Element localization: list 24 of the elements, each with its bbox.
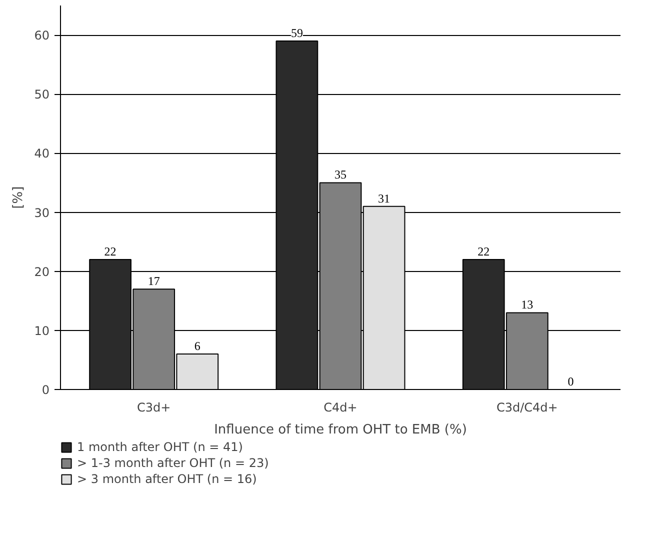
x-axis-title: Influence of time from OHT to EMB (%) [214,422,467,438]
data-label: 59 [290,26,303,40]
data-label: 17 [148,274,160,288]
x-tick-label: C3d/C4d+ [496,400,558,414]
legend-label: > 3 month after OHT (n = 16) [77,472,257,486]
data-label: 22 [104,244,116,259]
y-tick-label: 10 [34,324,50,338]
y-tick-label: 30 [34,206,50,220]
y-tick-label: 0 [42,383,50,397]
legend-label: 1 month after OHT (n = 41) [77,440,243,454]
data-label: 13 [521,298,534,312]
data-label: 35 [334,168,346,182]
y-tick-label: 20 [34,264,50,279]
y-tick-label: 40 [34,146,50,161]
legend-label: > 1-3 month after OHT (n = 23) [77,456,269,470]
data-label: 0 [568,374,574,388]
data-label: 31 [378,191,390,206]
y-tick-label: 50 [34,88,50,102]
y-tick-label: 60 [34,28,50,43]
x-tick-label: C3d+ [136,400,171,414]
data-label: 22 [478,244,490,259]
data-label: 6 [194,339,200,354]
y-axis-title: [%] [11,186,26,209]
x-tick-label: C4d+ [324,400,358,414]
